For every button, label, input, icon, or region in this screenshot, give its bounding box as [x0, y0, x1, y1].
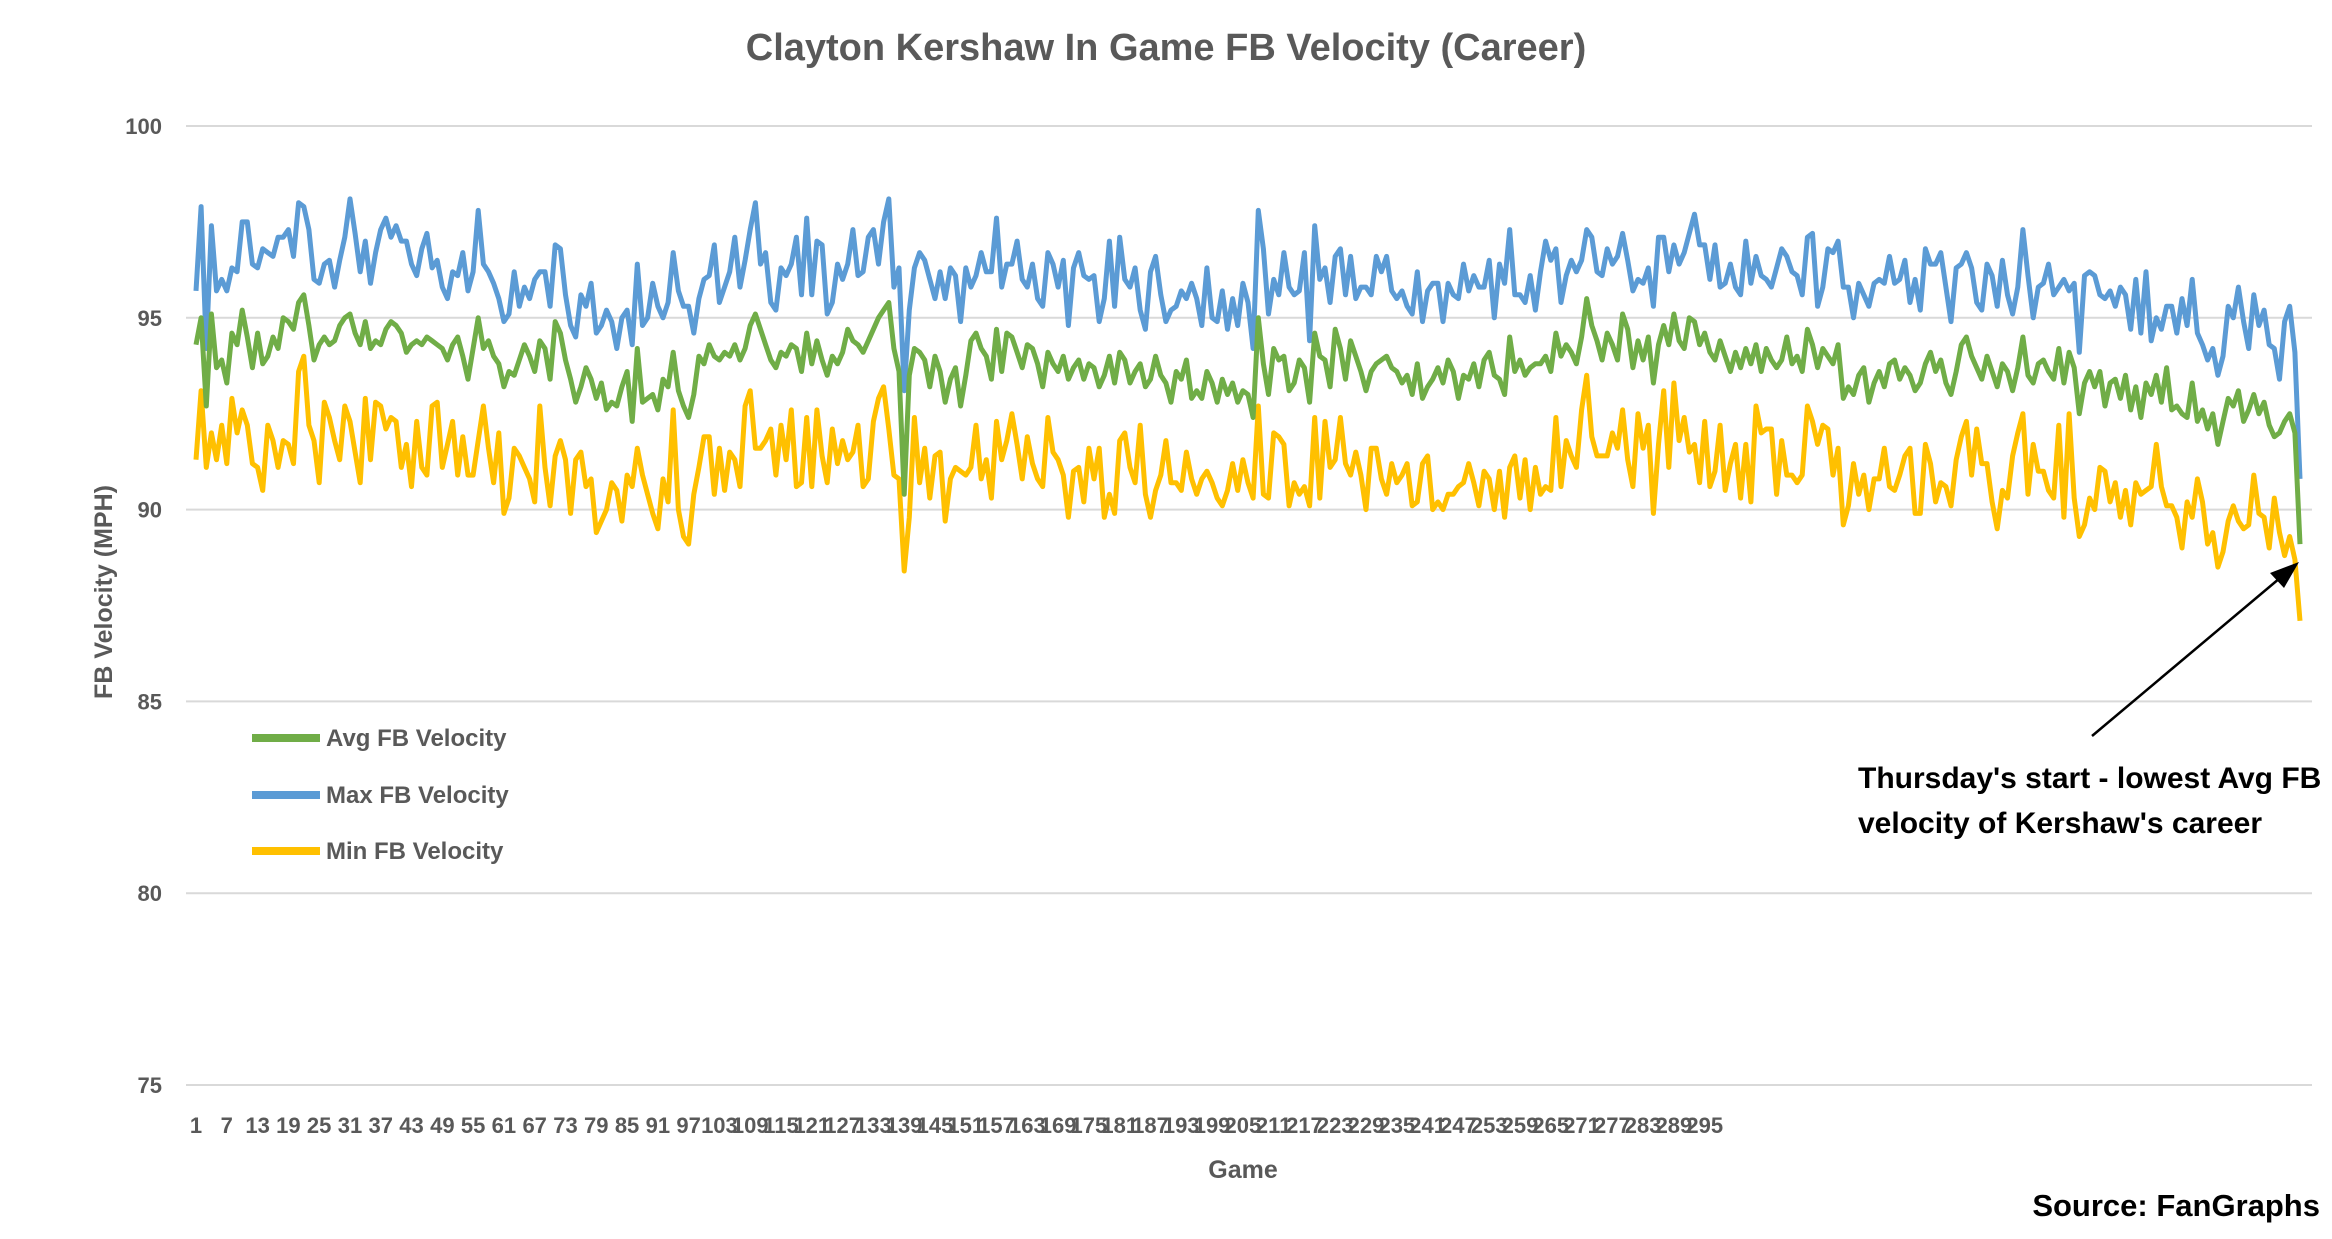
x-tick-label: 205 [1225, 1113, 1262, 1138]
legend-label-avg: Avg FB Velocity [326, 725, 507, 752]
annotation-arrow-head [2270, 562, 2299, 588]
series-line-max-fb-velocity [193, 196, 2303, 480]
x-tick-label: 277 [1594, 1113, 1631, 1138]
x-tick-label: 193 [1163, 1113, 1200, 1138]
x-tick-label: 19 [276, 1113, 300, 1138]
x-tick-label: 211 [1256, 1113, 1292, 1138]
source-note: Source: FanGraphs [2032, 1188, 2320, 1223]
x-tick-label: 97 [676, 1113, 700, 1138]
x-tick-label: 295 [1686, 1113, 1723, 1138]
x-tick-label: 31 [338, 1113, 362, 1138]
legend: Avg FB Velocity Max FB Velocity Min FB V… [252, 725, 509, 865]
y-tick-label: 100 [125, 114, 162, 139]
x-tick-label: 169 [1040, 1113, 1077, 1138]
x-tick-label: 235 [1378, 1113, 1415, 1138]
series-line-min-fb-velocity [193, 353, 2303, 622]
x-tick-label: 109 [732, 1113, 769, 1138]
x-tick-label: 163 [1009, 1113, 1046, 1138]
y-tick-label: 80 [138, 881, 162, 906]
x-tick-label: 7 [221, 1113, 233, 1138]
x-tick-label: 139 [886, 1113, 923, 1138]
y-tick-label: 95 [138, 306, 162, 331]
y-tick-label: 75 [138, 1073, 162, 1098]
x-tick-label: 85 [615, 1113, 639, 1138]
x-tick-label: 283 [1625, 1113, 1662, 1138]
x-tick-label: 229 [1348, 1113, 1385, 1138]
x-tick-label: 289 [1656, 1113, 1693, 1138]
x-tick-label: 13 [245, 1113, 269, 1138]
x-tick-label: 181 [1101, 1113, 1138, 1138]
x-tick-label: 217 [1286, 1113, 1323, 1138]
annotation-text-line1: Thursday's start - lowest Avg FB [1858, 762, 2321, 795]
x-tick-label: 37 [368, 1113, 392, 1138]
legend-label-max: Max FB Velocity [326, 782, 509, 809]
x-tick-label: 265 [1532, 1113, 1569, 1138]
x-tick-label: 133 [855, 1113, 892, 1138]
x-tick-label: 103 [701, 1113, 738, 1138]
x-tick-label: 187 [1132, 1113, 1169, 1138]
x-tick-label: 115 [763, 1113, 799, 1138]
series-lines [193, 196, 2303, 622]
x-tick-label: 55 [461, 1113, 485, 1138]
x-tick-label: 1 [190, 1113, 202, 1138]
x-tick-label: 241 [1409, 1113, 1446, 1138]
series-line-avg-fb-velocity [193, 292, 2303, 545]
x-tick-label: 91 [646, 1113, 670, 1138]
x-tick-label: 25 [307, 1113, 331, 1138]
x-tick-label: 61 [492, 1113, 516, 1138]
y-tick-label: 85 [138, 689, 162, 714]
annotation: Thursday's start - lowest Avg FB velocit… [1858, 562, 2321, 840]
x-tick-label: 127 [824, 1113, 861, 1138]
legend-label-min: Min FB Velocity [326, 838, 504, 865]
x-tick-label: 199 [1194, 1113, 1231, 1138]
x-tick-label: 253 [1471, 1113, 1508, 1138]
x-tick-label: 79 [584, 1113, 608, 1138]
x-tick-label: 151 [947, 1113, 984, 1138]
annotation-arrow-line [2091, 577, 2281, 737]
x-tick-label: 271 [1563, 1113, 1600, 1138]
x-tick-label: 49 [430, 1113, 454, 1138]
chart-title: Clayton Kershaw In Game FB Velocity (Car… [746, 27, 1587, 69]
x-tick-labels: 1 7 13 19 25 31 37 43 49 55 61 67 73 79 85 91 97 10310911… [190, 1113, 1723, 1138]
x-tick-label: 247 [1440, 1113, 1477, 1138]
x-tick-label: 145 [917, 1113, 954, 1138]
y-tick-labels: 75 80 85 90 95 100 [125, 114, 162, 1098]
x-axis-label: Game [1208, 1156, 1278, 1184]
gridlines [186, 125, 2312, 1086]
y-tick-label: 90 [138, 498, 162, 523]
x-tick-label: 223 [1317, 1113, 1354, 1138]
x-tick-label: 175 [1071, 1113, 1108, 1138]
x-tick-label: 43 [399, 1113, 423, 1138]
x-tick-label: 157 [978, 1113, 1015, 1138]
x-tick-label: 67 [522, 1113, 546, 1138]
x-tick-label: 121 [793, 1113, 830, 1138]
x-tick-label: 73 [553, 1113, 577, 1138]
annotation-text-line2: velocity of Kershaw's career [1858, 807, 2262, 840]
x-tick-label: 259 [1502, 1113, 1539, 1138]
y-axis-label: FB Velocity (MPH) [90, 485, 118, 699]
